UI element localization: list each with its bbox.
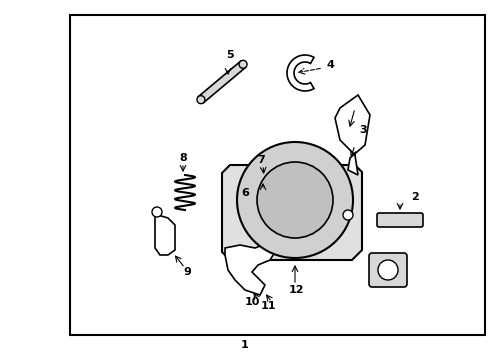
Text: 11: 11 xyxy=(260,301,276,311)
Text: 5: 5 xyxy=(226,50,234,60)
Text: 3: 3 xyxy=(359,125,367,135)
Text: 1: 1 xyxy=(241,340,249,350)
Text: 2: 2 xyxy=(411,192,419,202)
Text: 4: 4 xyxy=(326,60,334,70)
Polygon shape xyxy=(248,153,275,181)
Bar xyxy=(70,15,485,335)
FancyBboxPatch shape xyxy=(369,253,407,287)
FancyBboxPatch shape xyxy=(377,213,423,227)
Circle shape xyxy=(152,207,162,217)
Circle shape xyxy=(378,260,398,280)
Polygon shape xyxy=(155,210,175,255)
Text: 12: 12 xyxy=(288,285,304,295)
Circle shape xyxy=(257,162,333,238)
Polygon shape xyxy=(225,242,275,295)
Circle shape xyxy=(343,210,353,220)
Circle shape xyxy=(237,142,353,258)
Polygon shape xyxy=(287,55,314,91)
Polygon shape xyxy=(335,95,370,175)
Text: 10: 10 xyxy=(245,297,260,307)
Text: 7: 7 xyxy=(257,155,265,165)
Polygon shape xyxy=(222,165,362,260)
Text: 6: 6 xyxy=(241,188,249,198)
Text: 9: 9 xyxy=(183,267,191,277)
Circle shape xyxy=(239,60,247,68)
Circle shape xyxy=(197,96,205,104)
Polygon shape xyxy=(198,61,245,103)
Text: 8: 8 xyxy=(179,153,187,163)
